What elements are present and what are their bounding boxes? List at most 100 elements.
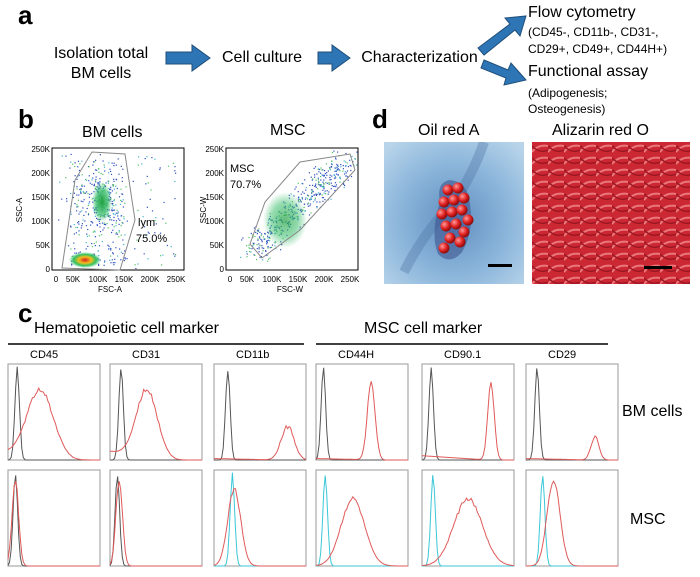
scatter-event xyxy=(110,248,112,250)
scatter-msc-title: MSC xyxy=(270,122,306,139)
scatter-event xyxy=(115,225,117,227)
lipid-droplet xyxy=(454,236,466,248)
scatter-event xyxy=(260,238,262,240)
scatter-event xyxy=(310,176,312,178)
scatter-event xyxy=(103,264,105,266)
scatter-event xyxy=(316,193,318,195)
scatter-event xyxy=(337,174,339,176)
scatter-event xyxy=(108,248,110,250)
tick-label: 100K xyxy=(205,217,224,226)
scatter-event xyxy=(74,162,76,164)
scatter-event xyxy=(280,249,282,251)
scatter-event xyxy=(113,209,115,211)
scatter-event xyxy=(342,168,344,170)
scatter-event xyxy=(70,213,72,215)
tick-label: 50K xyxy=(240,275,255,284)
histogram-stain-curve xyxy=(213,488,306,567)
scatter-event xyxy=(267,247,269,249)
functional-assay-block: Functional assay (Adipogenesis; Osteogen… xyxy=(528,63,700,116)
scatter-event xyxy=(84,220,86,222)
scatter-event xyxy=(319,184,321,186)
scatter-event xyxy=(271,246,273,248)
scatter-event xyxy=(95,241,97,243)
scatter-msc-xticks: 0 50K 100K 150K 200K 250K xyxy=(228,275,360,284)
scatter-event xyxy=(323,175,325,177)
scatter-event xyxy=(112,252,114,254)
scatter-event xyxy=(78,230,80,232)
scatter-event xyxy=(246,245,248,247)
histogram-stain-curve xyxy=(214,424,307,461)
scatter-event xyxy=(345,161,347,163)
scatter-event xyxy=(307,198,309,200)
scatter-event xyxy=(253,242,255,244)
scatter-event xyxy=(120,188,122,190)
scatter-event xyxy=(310,198,313,200)
scatter-event xyxy=(122,252,124,255)
scatter-event xyxy=(335,170,337,172)
scatter-event xyxy=(161,264,163,266)
flow-step-isolation: Isolation total BM cells xyxy=(40,44,162,84)
scatter-event xyxy=(313,167,315,169)
scatter-event xyxy=(249,247,251,250)
scatter-event xyxy=(115,179,118,181)
scatter-event xyxy=(248,247,250,249)
tick-label: 150K xyxy=(289,275,308,284)
scatter-event xyxy=(253,254,255,256)
lipid-droplet xyxy=(456,204,468,216)
scatter-event xyxy=(77,222,79,224)
scatter-event xyxy=(319,201,321,203)
scatter-event xyxy=(93,161,95,163)
scatter-event xyxy=(159,168,161,171)
scatter-event xyxy=(312,178,314,180)
scatter-event xyxy=(324,190,326,192)
scatter-event xyxy=(266,242,268,244)
scatter-event xyxy=(115,232,118,234)
scatter-event xyxy=(317,188,319,190)
scatter-event xyxy=(78,221,80,223)
scatter-event xyxy=(167,165,170,167)
scatter-event xyxy=(61,155,63,157)
scatter-event xyxy=(122,193,124,195)
scatter-event xyxy=(319,185,321,187)
hematopoietic-header: Hematopoietic cell marker xyxy=(34,320,219,337)
scatter-event xyxy=(76,194,78,196)
scatter-event xyxy=(166,244,168,247)
scatter-event xyxy=(96,224,98,226)
scatter-event xyxy=(120,251,122,253)
scatter-event xyxy=(340,164,342,166)
scatter-event xyxy=(136,239,138,241)
scatter-event xyxy=(274,245,276,247)
scatter-event xyxy=(344,171,346,173)
scatter-msc-ylabel: SSC-W xyxy=(199,196,208,223)
scatter-event xyxy=(115,164,117,166)
scatter-event xyxy=(108,216,111,218)
scatter-event xyxy=(315,194,317,197)
scatter-event xyxy=(124,258,126,260)
scatter-event xyxy=(331,152,334,154)
msc-header: MSC cell marker xyxy=(364,320,483,337)
scatter-event xyxy=(83,185,85,187)
scatter-msc-gate-name: MSC xyxy=(230,163,255,175)
scatter-event xyxy=(311,195,313,198)
scatter-event xyxy=(85,178,87,181)
scatter-event xyxy=(259,237,261,239)
scatter-event xyxy=(134,248,136,250)
scatter-event xyxy=(317,183,319,185)
scatter-event xyxy=(77,176,79,178)
scatter-event xyxy=(78,223,80,225)
scatter-event xyxy=(82,191,84,193)
scatter-event xyxy=(68,245,70,247)
scatter-event xyxy=(121,177,123,179)
scatter-event xyxy=(92,222,94,224)
scatter-event xyxy=(111,231,113,234)
scatter-event xyxy=(315,193,317,195)
scatter-event xyxy=(103,223,105,225)
scatter-event xyxy=(73,242,75,244)
scatter-event xyxy=(320,185,322,187)
scatter-event xyxy=(102,173,104,175)
scatter-event xyxy=(113,165,115,167)
scatter-event xyxy=(121,215,123,217)
scatter-event xyxy=(73,181,75,183)
scatter-event xyxy=(81,160,83,162)
scatter-event xyxy=(337,164,339,166)
